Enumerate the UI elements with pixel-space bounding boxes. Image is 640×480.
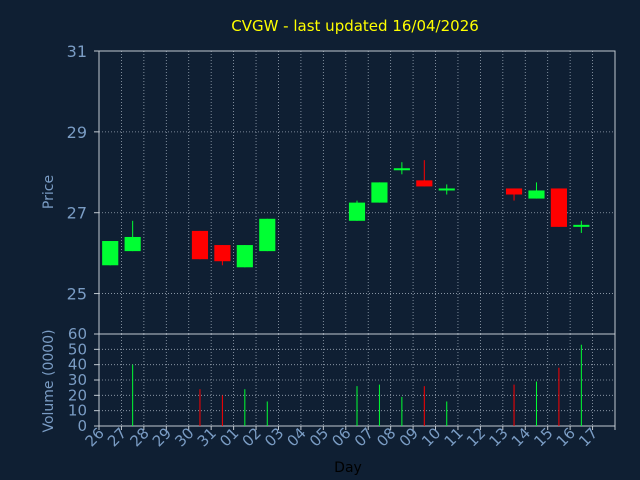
candle-body [438,188,455,191]
x-tick-label: 17 [575,424,601,450]
volume-tick-label: 40 [68,356,87,374]
volume-tick-label: 10 [68,402,87,420]
candle-body [393,168,410,171]
candle-body [550,188,567,227]
volume-tick-label: 20 [68,386,87,404]
price-tick-label: 25 [67,285,87,304]
x-axis-label: Day [334,460,362,476]
chart-title: CVGW - last updated 16/04/2026 [231,17,479,35]
volume-tick-label: 50 [68,340,87,358]
volume-tick-label: 60 [68,325,87,343]
candle-body [505,188,523,195]
price-panel: 31 29 27 25 [67,42,616,335]
candle-body [259,218,276,252]
candle-body [191,230,209,260]
volume-tick-label: 0 [77,417,87,435]
candle-body [416,180,433,187]
y-axis-label: Price [41,175,57,209]
volume-tick-label: 30 [68,371,87,389]
candle-body [102,241,119,266]
candle-body [236,245,253,268]
candle-body [214,245,231,262]
candle-body [371,182,388,203]
candle-body [124,236,141,252]
price-tick-label: 27 [67,204,87,223]
x-axis: 2627282930310102030405060708091011121314… [82,424,616,450]
price-tick-label: 31 [67,42,87,61]
price-tick-label: 29 [67,123,87,142]
candle-body [348,202,366,221]
candle-body [573,224,590,227]
volume-axis-label: Volume (0000) [41,329,57,432]
candle-body [528,190,545,199]
